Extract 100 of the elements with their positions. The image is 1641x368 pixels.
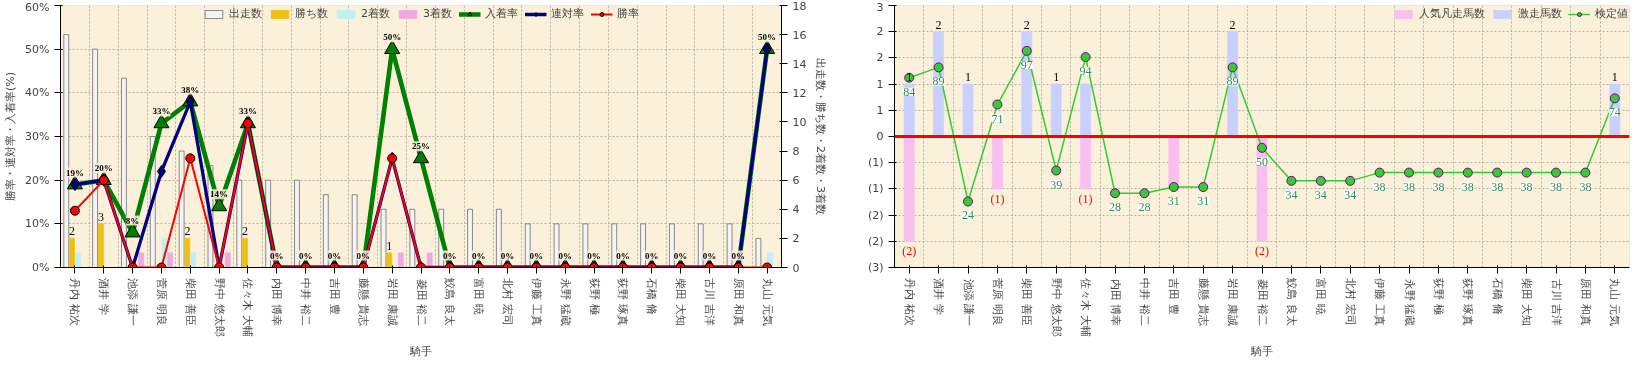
data-label: 3 <box>97 209 104 224</box>
x-tick-label: 荻野 極 <box>1431 278 1445 315</box>
y-tick-label: (2) <box>867 208 884 222</box>
x-tick-label: 菅原 明良 <box>154 278 168 326</box>
data-label: 0% <box>327 250 342 261</box>
x-tick-label: 柴田 大知 <box>674 278 688 326</box>
data-label: 25% <box>412 141 430 152</box>
x-axis-title: 騎手 <box>409 345 432 358</box>
y2-tick-label: 12 <box>792 86 807 100</box>
data-label: 89 <box>1226 74 1239 89</box>
x-tick-label: 池添 謙一 <box>126 278 140 326</box>
data-label: 1 <box>965 70 971 85</box>
data-label: 28 <box>1109 200 1121 215</box>
x-tick-label: 菅原 明良 <box>990 278 1004 326</box>
y-tick-label: 0% <box>32 261 50 274</box>
data-label: 2 <box>1229 17 1236 32</box>
y2-tick-label: 8 <box>792 145 800 159</box>
x-tick-label: 原田 和真 <box>1578 278 1592 326</box>
data-label: 0% <box>558 250 572 261</box>
data-label: 38 <box>1579 179 1592 194</box>
data-label: 1 <box>1053 70 1060 85</box>
data-label: (1) <box>1078 191 1093 206</box>
x-tick-label: 池添 謙一 <box>961 278 975 326</box>
x-tick-label: 荻野 琢真 <box>1461 278 1475 326</box>
data-label: 0% <box>644 250 659 261</box>
y2-tick-label: 2 <box>792 232 800 246</box>
x-tick-label: 佐々木 大輔 <box>241 278 255 337</box>
x-tick-label: 石橋 脩 <box>1490 278 1504 315</box>
data-label: 0% <box>298 250 313 261</box>
y-tick-label: 1 <box>876 77 884 91</box>
data-label: 50% <box>758 32 777 43</box>
data-label: 8% <box>125 215 140 226</box>
x-tick-label: 酒井 学 <box>97 278 111 315</box>
data-label: 38 <box>1550 179 1562 194</box>
x-axis-title: 騎手 <box>1250 345 1273 358</box>
x-tick-label: 岩田 康誠 <box>385 278 399 326</box>
x-tick-label: 吉田 豊 <box>1167 278 1181 315</box>
y2-tick-label: 18 <box>792 0 807 13</box>
data-label: 97 <box>1020 57 1033 72</box>
x-tick-label: 古川 吉洋 <box>702 278 716 326</box>
data-label: 38 <box>1520 179 1533 194</box>
data-label: 38 <box>1491 179 1504 194</box>
data-label: 0% <box>471 250 486 261</box>
x-tick-label: 原田 和真 <box>731 278 745 326</box>
data-label: 2 <box>1023 17 1030 32</box>
data-label: 14% <box>210 189 229 200</box>
data-label: 0% <box>529 250 544 261</box>
data-label: (2) <box>902 244 917 259</box>
y2-axis-title: 出走数・勝ち数・2着数・3着数 <box>814 58 828 215</box>
data-label: 24 <box>962 208 974 223</box>
data-label: 2 <box>935 17 942 32</box>
data-label: 20% <box>94 163 113 174</box>
y2-tick-label: 6 <box>792 174 800 188</box>
y-axis-title: 勝率・連対率・入着率(%) <box>4 71 18 202</box>
data-label: 38 <box>1403 179 1415 194</box>
x-tick-label: 柴田 善臣 <box>183 278 197 326</box>
y-tick-label: (3) <box>867 261 884 274</box>
y-tick-label: (1) <box>867 156 884 170</box>
data-label: 84 <box>903 84 916 99</box>
x-tick-label: 伊藤 工真 <box>529 278 543 326</box>
data-label: 0% <box>356 250 371 261</box>
data-label: 31 <box>1167 194 1180 209</box>
y-tick-label: (2) <box>867 234 884 248</box>
data-label: 33% <box>152 106 171 117</box>
x-tick-label: 酒井 学 <box>932 278 946 315</box>
data-label: 89 <box>932 74 945 89</box>
x-tick-label: 丸山 元気 <box>760 278 774 326</box>
data-label: 34 <box>1314 187 1327 202</box>
x-tick-label: 柴田 善臣 <box>1020 278 1034 326</box>
data-label: 38 <box>1461 179 1474 194</box>
legend-label: 出走数 <box>229 6 262 21</box>
x-tick-label: 野中 悠太郎 <box>1049 278 1063 337</box>
y-tick-label: 1 <box>876 103 884 117</box>
x-tick-label: 鮫島 良太 <box>443 278 457 326</box>
data-label: 1 <box>1611 70 1618 85</box>
data-label: 0% <box>270 250 284 261</box>
data-label: 39 <box>1050 177 1063 192</box>
data-label: 0% <box>673 250 688 261</box>
data-label: 2 <box>242 224 249 239</box>
data-label: 33% <box>238 106 257 117</box>
x-tick-label: 石橋 脩 <box>645 278 659 315</box>
x-tick-label: 荻野 極 <box>587 278 601 315</box>
y2-tick-label: 4 <box>792 203 800 217</box>
x-tick-label: 永野 猛蔵 <box>1402 278 1416 326</box>
x-tick-label: 古川 吉洋 <box>1549 278 1563 326</box>
legend-label: 2着数 <box>361 6 390 21</box>
x-tick-label: 伊藤 工真 <box>1373 278 1387 326</box>
x-tick-label: 中井 裕二 <box>1137 278 1151 326</box>
data-label: 0% <box>702 250 717 261</box>
data-label: 28 <box>1138 200 1151 215</box>
data-label: 74 <box>1608 105 1621 120</box>
x-tick-label: 佐々木 大輔 <box>1079 278 1093 337</box>
y-tick-label: 40% <box>25 86 50 100</box>
data-label: 34 <box>1344 187 1357 202</box>
legend-label: 連対率 <box>551 6 584 21</box>
y-tick-label: 60% <box>25 0 50 14</box>
x-tick-label: 野中 悠太郎 <box>212 278 226 337</box>
x-tick-label: 内田 博幸 <box>270 278 284 326</box>
legend-label: 勝率 <box>617 6 639 21</box>
data-label: (1) <box>990 191 1005 206</box>
